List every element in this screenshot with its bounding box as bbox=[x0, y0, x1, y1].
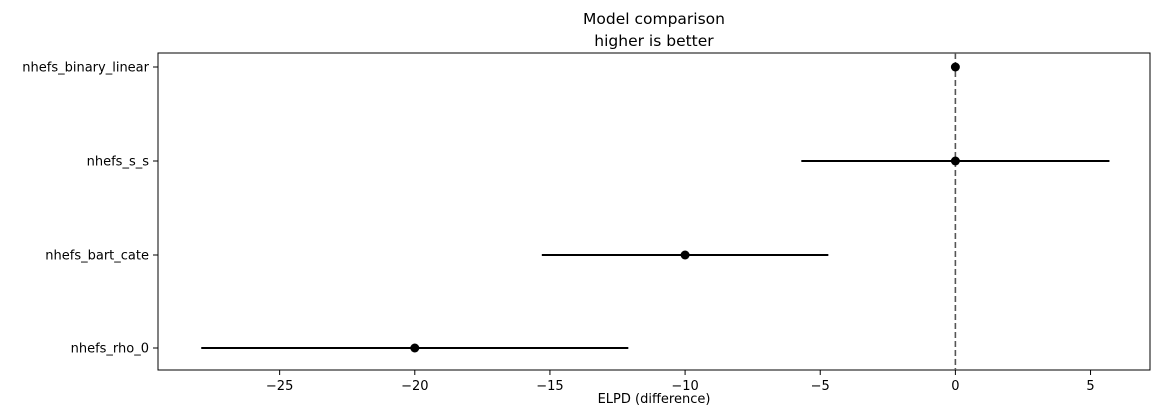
x-tick-label: 0 bbox=[951, 379, 959, 394]
y-tick-label-nhefs_rho_0: nhefs_rho_0 bbox=[71, 342, 149, 357]
x-tick-label: −15 bbox=[536, 379, 563, 394]
x-axis-label: ELPD (difference) bbox=[598, 392, 711, 407]
plot-frame bbox=[157, 52, 1151, 371]
point-nhefs_rho_0 bbox=[410, 343, 420, 353]
x-tick-label: −5 bbox=[811, 379, 830, 394]
point-nhefs_bart_cate bbox=[680, 250, 690, 260]
x-tick-label: −20 bbox=[401, 379, 428, 394]
chart-subtitle: higher is better bbox=[594, 32, 714, 50]
x-tick-label: −10 bbox=[671, 379, 698, 394]
y-tick-label-nhefs_s_s: nhefs_s_s bbox=[87, 155, 150, 170]
y-tick-label-nhefs_binary_linear: nhefs_binary_linear bbox=[22, 61, 149, 76]
chart-title: Model comparison bbox=[583, 10, 725, 28]
point-nhefs_binary_linear bbox=[950, 62, 960, 72]
x-tick-label: 5 bbox=[1086, 379, 1094, 394]
x-tick-label: −25 bbox=[266, 379, 293, 394]
y-tick-label-nhefs_bart_cate: nhefs_bart_cate bbox=[45, 249, 149, 264]
plot-area: −25 −20 −15 −10 −5 0 5 nhefs_binary_linearnhefs… bbox=[22, 52, 1151, 394]
point-nhefs_s_s bbox=[950, 156, 960, 166]
